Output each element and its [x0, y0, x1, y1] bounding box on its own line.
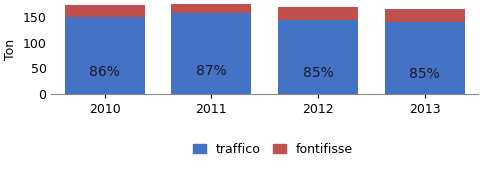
Bar [172, 13, 251, 94]
Text: 86%: 86% [89, 65, 120, 79]
Text: 87%: 87% [196, 64, 227, 78]
Bar [65, 17, 145, 94]
Legend: traffico, fontifisse: traffico, fontifisse [188, 138, 358, 161]
Text: 85%: 85% [303, 66, 334, 80]
Bar [385, 22, 465, 94]
Bar [172, 2, 251, 13]
Y-axis label: Ton: Ton [4, 38, 17, 60]
Bar [278, 20, 358, 94]
Bar [65, 5, 145, 17]
Bar [385, 9, 465, 22]
Bar [278, 7, 358, 20]
Text: 85%: 85% [409, 67, 440, 81]
